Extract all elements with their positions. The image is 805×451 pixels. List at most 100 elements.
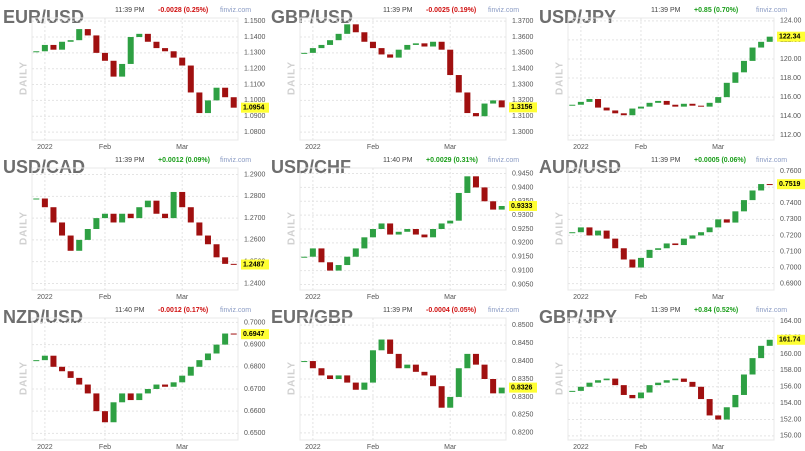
candle [490, 100, 497, 104]
candle [361, 32, 368, 42]
candle [119, 213, 126, 223]
y-tick-label: 1.1300 [244, 50, 266, 57]
y-tick-label: 0.9450 [512, 170, 534, 177]
x-tick-label: Mar [712, 294, 725, 301]
candle [655, 100, 662, 103]
candle [629, 259, 636, 268]
y-tick-label: 0.9250 [512, 226, 534, 233]
timeframe: DAILY [19, 211, 30, 245]
candle [93, 218, 100, 229]
candle [586, 99, 593, 102]
candle [59, 222, 66, 236]
candle [586, 227, 593, 236]
candle [706, 399, 713, 416]
time: 11:40 PM [383, 157, 413, 164]
last-price-box [509, 102, 537, 113]
candle [612, 378, 619, 386]
candle [740, 374, 747, 395]
candle [395, 231, 402, 235]
x-tick-label: Feb [99, 144, 111, 151]
y-tick-label: 0.6700 [244, 386, 266, 393]
candle [490, 379, 497, 394]
y-tick-label: 0.6900 [244, 341, 266, 348]
candle [766, 184, 773, 186]
candle [421, 234, 428, 238]
candle [430, 229, 437, 238]
y-tick-label: 1.1100 [244, 81, 265, 88]
candle [481, 187, 488, 202]
candle [749, 358, 756, 375]
x-tick-label: Feb [635, 294, 647, 301]
candle [715, 219, 722, 228]
timeframe: DAILY [19, 61, 30, 95]
candle [498, 387, 505, 394]
candle [395, 353, 402, 369]
candle [395, 49, 402, 58]
y-tick-label: 0.7200 [780, 232, 802, 239]
candle [766, 339, 773, 346]
candle [144, 388, 151, 394]
y-tick-label: 164.00 [780, 318, 802, 325]
candle [404, 364, 411, 369]
candle [230, 263, 237, 265]
candle [447, 220, 454, 224]
candle [577, 101, 584, 105]
source: finviz.com [488, 7, 519, 14]
y-tick-label: 1.3000 [512, 129, 534, 136]
x-tick-label: 2022 [573, 144, 589, 151]
candle [162, 213, 169, 219]
candle [612, 110, 619, 114]
plot-frame [31, 317, 239, 441]
candle [136, 207, 143, 219]
candle [136, 33, 143, 38]
last-price: 1.3156 [511, 104, 533, 111]
candle [318, 368, 325, 376]
candle [50, 207, 57, 223]
candle [569, 232, 576, 234]
candle [162, 48, 169, 52]
x-tick-label: Feb [367, 444, 379, 451]
candle [689, 235, 696, 239]
candle [361, 237, 368, 249]
candle [404, 229, 411, 232]
last-price-box [241, 259, 269, 270]
candle [586, 382, 593, 387]
candle [629, 394, 636, 399]
y-tick-label: 1.0800 [244, 129, 266, 136]
candle [352, 382, 359, 390]
candle [577, 386, 584, 391]
candle [412, 43, 419, 45]
x-tick-label: 2022 [37, 294, 53, 301]
time: 11:39 PM [115, 7, 145, 14]
candle [715, 97, 722, 103]
candle [50, 44, 57, 50]
candle [101, 213, 108, 219]
candle [136, 393, 143, 401]
last-price: 1.2487 [243, 261, 265, 268]
y-tick-label: 0.7000 [244, 319, 266, 326]
y-tick-label: 0.8350 [512, 376, 534, 383]
time: 11:39 PM [651, 7, 681, 14]
candle [144, 200, 151, 208]
candle [187, 65, 194, 93]
last-price: 0.8326 [511, 384, 533, 391]
candle [603, 107, 610, 111]
time: 11:39 PM [651, 157, 681, 164]
candle [481, 364, 488, 379]
y-tick-label: 0.7000 [780, 264, 802, 271]
source: finviz.com [756, 307, 787, 314]
candle [698, 105, 705, 107]
candle [620, 113, 627, 116]
candle [67, 235, 74, 251]
candle [50, 355, 57, 367]
candle [127, 37, 134, 64]
chart-panel: AUD/USD 11:39 PM +0.0005 (0.06%) finviz.com… [539, 157, 805, 301]
y-tick-label: 1.2400 [244, 280, 266, 287]
y-tick-label: 112.00 [780, 132, 801, 139]
candle [758, 41, 765, 48]
change: -0.0004 (0.05%) [426, 307, 476, 314]
y-tick-label: 1.3400 [512, 66, 534, 73]
chart-title: GBP/JPY [539, 307, 617, 327]
y-tick-label: 1.3700 [512, 18, 534, 25]
